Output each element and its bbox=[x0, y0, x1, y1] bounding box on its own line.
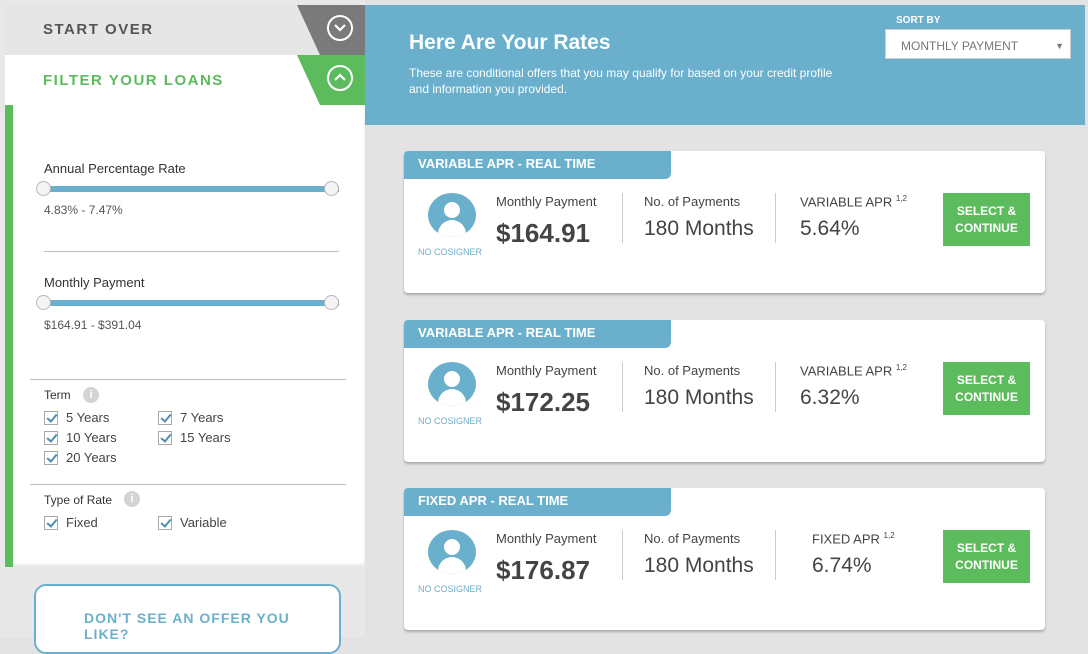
term-checkbox-15-years[interactable]: 15 Years bbox=[158, 430, 231, 445]
divider bbox=[622, 530, 623, 580]
cosigner-status: NO COSIGNER bbox=[418, 584, 483, 594]
rate-card-ribbon: VARIABLE APR - REAL TIME bbox=[404, 151, 671, 179]
checkbox[interactable] bbox=[44, 450, 58, 465]
monthly-payment-label: Monthly Payment bbox=[496, 363, 597, 378]
rate-card-ribbon: VARIABLE APR - REAL TIME bbox=[404, 320, 671, 348]
chevron-up-icon bbox=[327, 65, 353, 91]
term-filter-title: Term bbox=[44, 388, 71, 402]
apr-range-value: 4.83% - 7.47% bbox=[44, 203, 123, 217]
page-subtitle: These are conditional offers that you ma… bbox=[409, 66, 833, 96]
sort-by-value: MONTHLY PAYMENT bbox=[901, 39, 1019, 53]
divider bbox=[775, 193, 776, 243]
start-over-label: START OVER bbox=[43, 21, 154, 38]
divider bbox=[30, 379, 346, 380]
apr-filter-title: Annual Percentage Rate bbox=[44, 161, 186, 176]
apr-slider-track[interactable] bbox=[50, 186, 339, 192]
term-checkbox-7-years[interactable]: 7 Years bbox=[158, 410, 223, 425]
payments-count-label: No. of Payments bbox=[644, 531, 741, 546]
monthly-payment-value: $176.87 bbox=[496, 555, 590, 585]
divider bbox=[30, 484, 346, 485]
chevron-down-icon bbox=[327, 15, 353, 41]
start-over-button[interactable]: START OVER bbox=[5, 5, 365, 55]
no-offer-prompt: DON'T SEE AN OFFER YOU LIKE? bbox=[84, 610, 290, 642]
rate-card-ribbon: FIXED APR - REAL TIME bbox=[404, 488, 671, 516]
user-avatar-icon bbox=[428, 362, 476, 406]
rate-checkbox-variable[interactable]: Variable bbox=[158, 515, 227, 530]
apr-label: VARIABLE APR 1,2 bbox=[800, 363, 907, 379]
payments-count-value: 180 Months bbox=[644, 217, 754, 240]
term-checkbox-5-years[interactable]: 5 Years bbox=[44, 410, 109, 425]
page-title: Here Are Your Rates bbox=[409, 31, 611, 54]
apr-slider-max-handle[interactable] bbox=[324, 181, 339, 196]
sort-by-label: SORT BY bbox=[896, 15, 941, 26]
select-continue-button[interactable]: SELECT & CONTINUE bbox=[943, 362, 1030, 415]
filter-panel: Annual Percentage Rate 4.83% - 7.47% Mon… bbox=[5, 105, 365, 567]
select-continue-button[interactable]: SELECT & CONTINUE bbox=[943, 193, 1030, 246]
apr-value: 6.32% bbox=[800, 386, 860, 409]
payment-filter-title: Monthly Payment bbox=[44, 275, 145, 290]
monthly-payment-value: $172.25 bbox=[496, 387, 590, 417]
filter-sidebar: START OVER FILTER YOUR LOANS Annual Perc… bbox=[0, 0, 365, 654]
checkbox[interactable] bbox=[158, 515, 172, 530]
term-checkbox-20-years[interactable]: 20 Years bbox=[44, 450, 117, 465]
payments-count-value: 180 Months bbox=[644, 386, 754, 409]
user-avatar-icon bbox=[428, 530, 476, 574]
info-icon[interactable]: i bbox=[83, 387, 99, 403]
divider bbox=[775, 362, 776, 412]
rate-type-filter-title: Type of Rate bbox=[44, 493, 113, 507]
monthly-payment-label: Monthly Payment bbox=[496, 531, 597, 546]
checkbox[interactable] bbox=[158, 410, 172, 425]
apr-value: 5.64% bbox=[800, 217, 860, 240]
payment-slider-max-handle[interactable] bbox=[324, 295, 339, 310]
rates-banner: Here Are Your Rates These are conditiona… bbox=[365, 5, 1085, 125]
apr-value: 6.74% bbox=[812, 554, 872, 577]
select-continue-button[interactable]: SELECT & CONTINUE bbox=[943, 530, 1030, 583]
payments-count-label: No. of Payments bbox=[644, 194, 741, 209]
divider bbox=[622, 193, 623, 243]
term-checkbox-10-years[interactable]: 10 Years bbox=[44, 430, 117, 445]
info-icon[interactable]: i bbox=[124, 491, 140, 507]
apr-label: VARIABLE APR 1,2 bbox=[800, 194, 907, 210]
divider bbox=[775, 530, 776, 580]
payments-count-value: 180 Months bbox=[644, 554, 754, 577]
user-avatar-icon bbox=[428, 193, 476, 237]
apr-label: FIXED APR 1,2 bbox=[812, 531, 895, 547]
no-offer-prompt-box[interactable]: DON'T SEE AN OFFER YOU LIKE? bbox=[34, 584, 341, 654]
filter-loans-label: FILTER YOUR LOANS bbox=[43, 72, 224, 89]
apr-slider-min-handle[interactable] bbox=[36, 181, 51, 196]
filter-loans-toggle[interactable]: FILTER YOUR LOANS bbox=[5, 55, 365, 105]
rate-checkbox-fixed[interactable]: Fixed bbox=[44, 515, 98, 530]
payment-slider-min-handle[interactable] bbox=[36, 295, 51, 310]
cosigner-status: NO COSIGNER bbox=[418, 416, 483, 426]
monthly-payment-value: $164.91 bbox=[496, 218, 590, 248]
rate-card: FIXED APR - REAL TIME NO COSIGNER Monthl… bbox=[404, 488, 1045, 630]
monthly-payment-label: Monthly Payment bbox=[496, 194, 597, 209]
payment-slider-track[interactable] bbox=[50, 300, 339, 306]
checkbox[interactable] bbox=[158, 430, 172, 445]
cosigner-status: NO COSIGNER bbox=[418, 247, 483, 257]
rate-card: VARIABLE APR - REAL TIME NO COSIGNER Mon… bbox=[404, 320, 1045, 462]
checkbox[interactable] bbox=[44, 515, 58, 530]
rate-card: VARIABLE APR - REAL TIME NO COSIGNER Mon… bbox=[404, 151, 1045, 293]
divider bbox=[622, 362, 623, 412]
dropdown-arrow-icon: ▼ bbox=[1055, 41, 1064, 51]
checkbox[interactable] bbox=[44, 410, 58, 425]
payments-count-label: No. of Payments bbox=[644, 363, 741, 378]
sort-by-select[interactable]: MONTHLY PAYMENT ▼ bbox=[885, 29, 1071, 59]
payment-range-value: $164.91 - $391.04 bbox=[44, 318, 142, 332]
divider bbox=[44, 251, 339, 252]
checkbox[interactable] bbox=[44, 430, 58, 445]
